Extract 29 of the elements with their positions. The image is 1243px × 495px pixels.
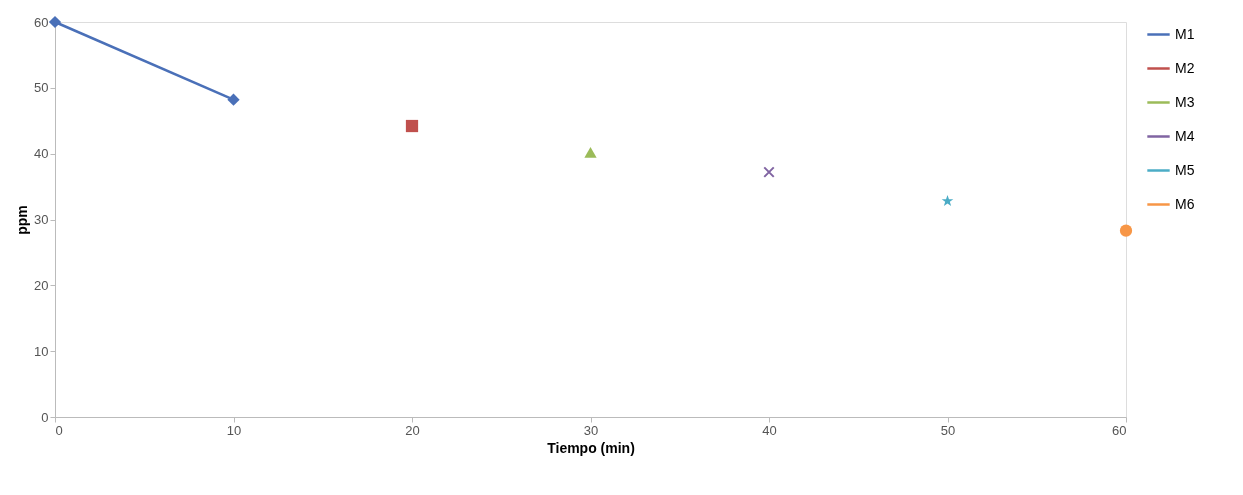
y-tick-label: 10 [34,343,49,359]
legend-label: M3 [1175,93,1195,110]
y-tick-label: 60 [34,14,49,30]
x-tick-label: 40 [762,422,777,438]
x-tick-label: 60 [1112,422,1127,438]
point [1119,224,1133,237]
legend-label: M5 [1175,161,1195,178]
x-tick-label: 0 [55,422,63,438]
point [48,15,62,29]
y-tick-label: 20 [34,277,49,293]
point [941,194,954,207]
x-tick-label: 50 [940,422,956,438]
y-axis-title: ppm [14,205,31,235]
point [763,166,775,178]
x-tick-label: 10 [226,422,242,438]
y-tick-label: 30 [34,212,49,227]
x-tick-label: 30 [583,422,599,438]
x-tick-label: 20 [405,422,420,438]
legend-label: M2 [1175,59,1195,76]
y-tick-label: 0 [41,409,49,425]
point [227,93,240,106]
legend-label: M4 [1175,127,1195,144]
point [584,147,597,158]
y-tick-label: 40 [34,146,49,162]
x-axis-title: Tiempo (min) [547,439,635,456]
y-tick-label: 50 [34,80,49,96]
legend-label: M1 [1175,25,1195,42]
legend-label: M6 [1175,195,1195,212]
point [405,119,419,133]
